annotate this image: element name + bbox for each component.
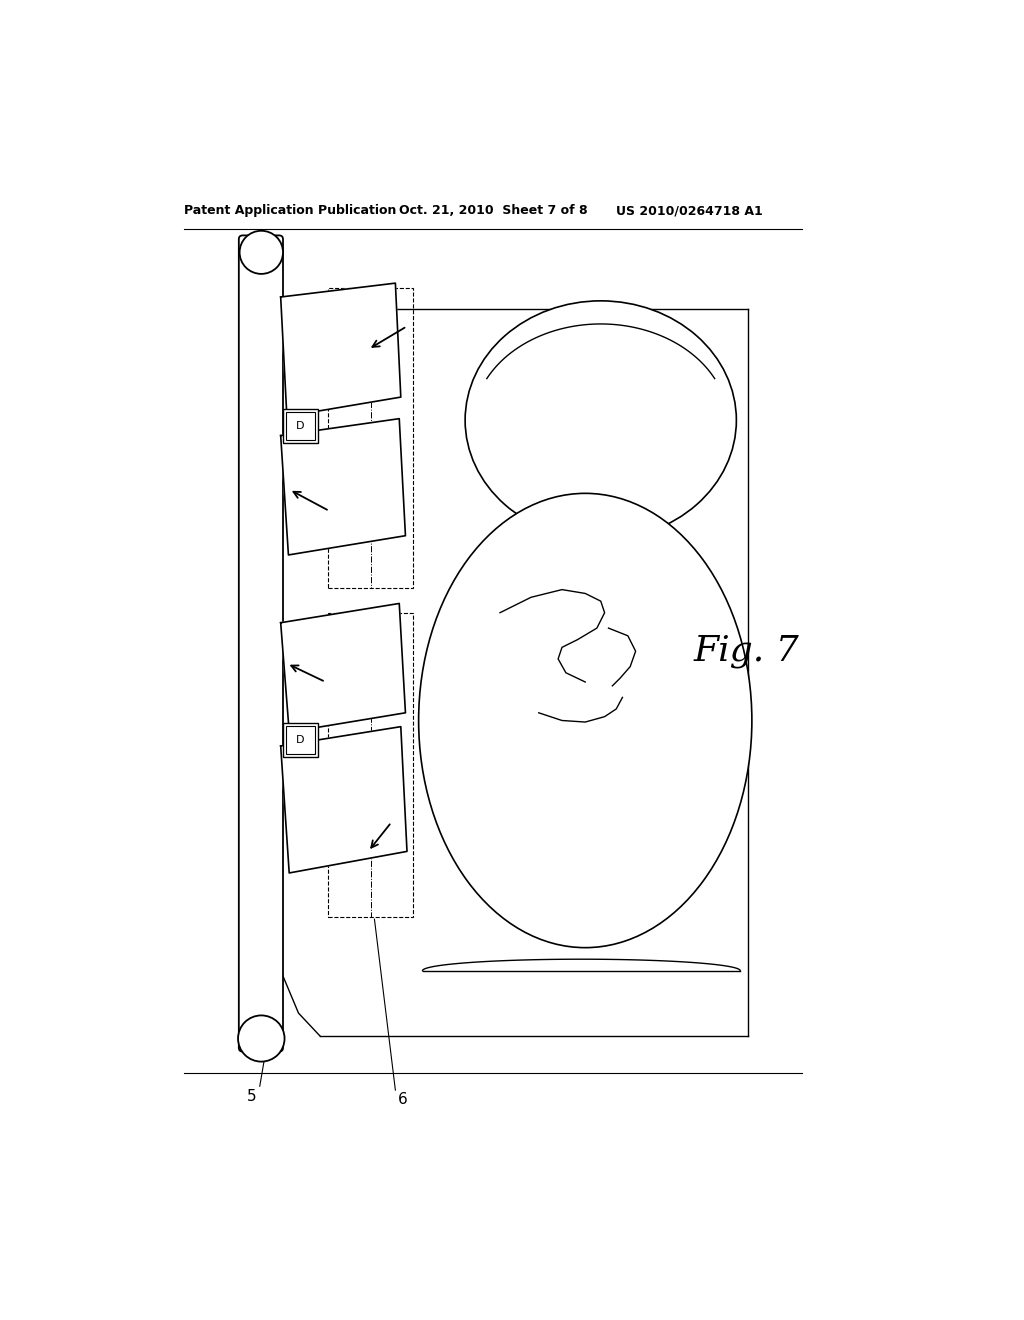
Ellipse shape <box>419 494 752 948</box>
Bar <box>328 612 414 917</box>
Text: Patent Application Publication: Patent Application Publication <box>183 205 396 218</box>
Text: D: D <box>296 421 305 430</box>
Circle shape <box>240 231 283 275</box>
Polygon shape <box>281 603 406 733</box>
Bar <box>286 726 314 755</box>
Text: 6: 6 <box>398 1092 408 1107</box>
Bar <box>286 412 314 441</box>
FancyBboxPatch shape <box>239 235 283 1052</box>
Text: D: D <box>296 735 305 744</box>
Text: Fig. 7: Fig. 7 <box>693 634 800 668</box>
Polygon shape <box>281 726 407 873</box>
Bar <box>328 288 414 589</box>
Bar <box>283 409 317 444</box>
Polygon shape <box>281 284 400 416</box>
Polygon shape <box>281 418 406 554</box>
Bar <box>283 723 317 758</box>
Circle shape <box>238 1015 285 1061</box>
Text: US 2010/0264718 A1: US 2010/0264718 A1 <box>616 205 763 218</box>
Ellipse shape <box>465 301 736 540</box>
Text: Oct. 21, 2010  Sheet 7 of 8: Oct. 21, 2010 Sheet 7 of 8 <box>399 205 588 218</box>
Text: 5: 5 <box>247 1089 257 1104</box>
